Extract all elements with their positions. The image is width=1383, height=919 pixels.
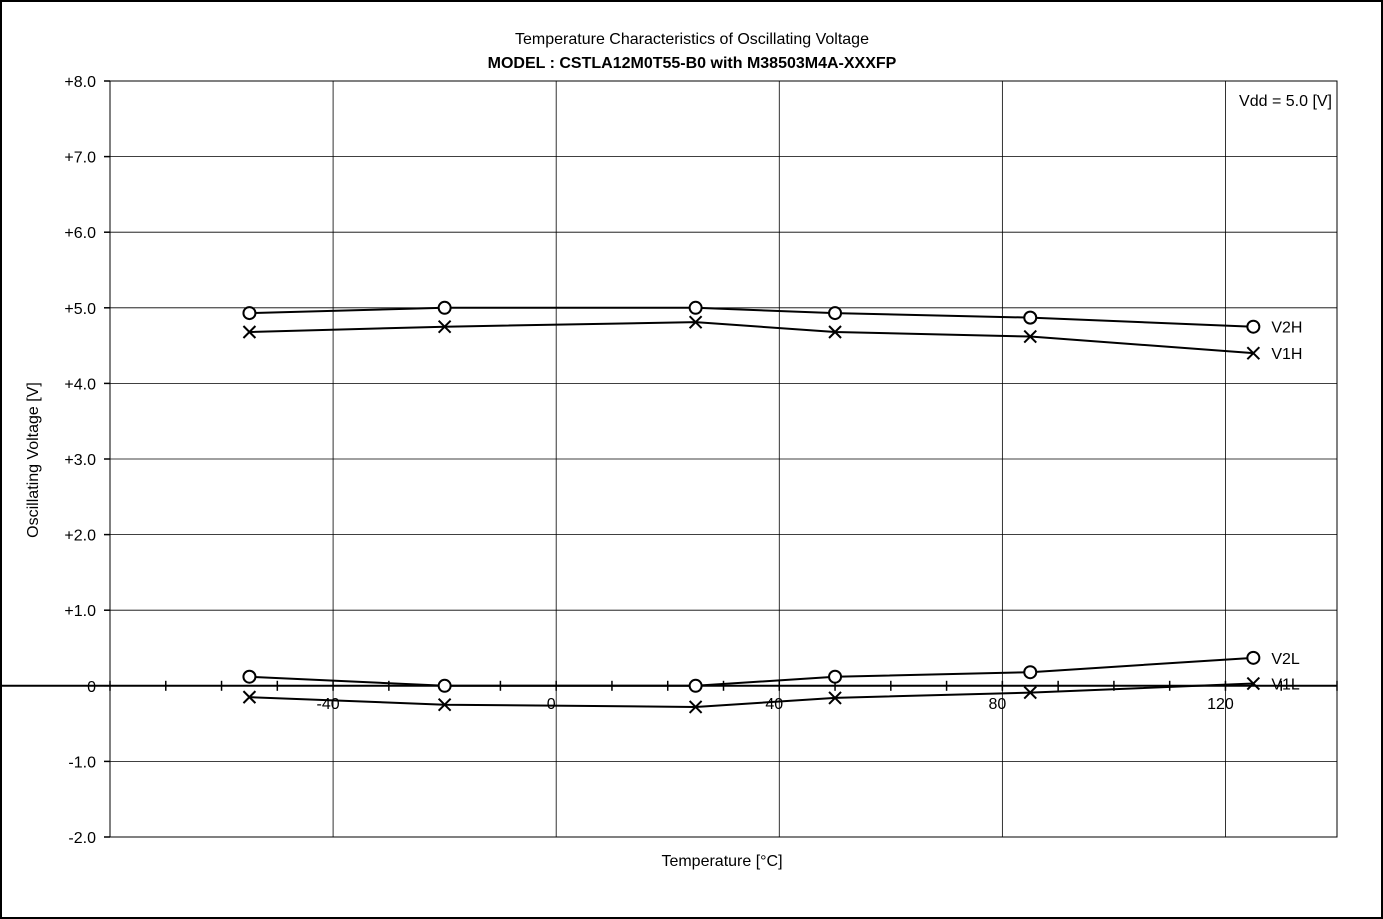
point-v2h <box>242 306 257 321</box>
y-tick-label: +1.0 <box>64 603 96 620</box>
series-line-v2l <box>249 656 1254 687</box>
point-v1l <box>242 690 257 704</box>
point-v2h <box>437 300 452 315</box>
y-tick-label: +6.0 <box>64 225 96 242</box>
point-v1l <box>437 697 452 712</box>
y-tick-label: +8.0 <box>64 74 96 91</box>
y-tick-label: +7.0 <box>64 150 96 167</box>
point-v2h <box>828 306 843 321</box>
chart-subtitle: MODEL : CSTLA12M0T55-B0 with M38503M4A-X… <box>488 55 897 72</box>
point-v2h <box>1246 319 1261 334</box>
x-tick-label: 80 <box>988 696 1006 713</box>
y-tick-label: -1.0 <box>68 754 96 771</box>
series-label-v1l: V1L <box>1271 677 1300 694</box>
y-tick-label: +3.0 <box>64 452 96 469</box>
plot-area: +8.0 +7.0 +6.0 +5.0 +4.0 +3.0 +2.0 +1.0 0 -1.0 -2.… <box>0 74 1338 847</box>
y-tick-label: +5.0 <box>64 301 96 318</box>
x-tick-label: 120 <box>1207 696 1234 713</box>
x-tick-label: 0 <box>547 696 556 713</box>
x-tick-label: 40 <box>765 696 783 713</box>
point-v2l <box>688 678 703 693</box>
point-v1h <box>437 319 452 334</box>
point-v1l <box>1246 676 1261 691</box>
vdd-annotation: Vdd = 5.0 [V] <box>1239 93 1332 110</box>
point-v1h <box>688 315 703 329</box>
y-tick-label: 0 <box>87 679 96 696</box>
point-v1h <box>242 325 257 339</box>
point-v2h <box>688 300 703 315</box>
point-v2l <box>1246 650 1261 665</box>
point-v2l <box>828 669 843 684</box>
x-tick-label: -40 <box>317 696 340 713</box>
point-v1l <box>1023 685 1037 700</box>
point-v2l <box>1023 665 1038 680</box>
point-v1h <box>828 325 842 339</box>
series-line-v2h <box>249 306 1254 328</box>
point-v1h <box>1023 329 1037 344</box>
series-label-v2h: V2H <box>1271 320 1302 337</box>
series-line-v1l <box>249 682 1254 708</box>
point-v1l <box>828 691 842 705</box>
y-tick-label: +2.0 <box>64 528 96 545</box>
series-label-v2l: V2L <box>1271 651 1300 668</box>
point-v2h <box>1023 310 1038 325</box>
y-tick-label: -2.0 <box>68 830 96 847</box>
y-tick-label: +4.0 <box>64 376 96 393</box>
point-v1l <box>688 700 703 714</box>
point-v2l <box>242 669 257 684</box>
series-label-v1h: V1H <box>1271 346 1302 363</box>
chart-title: Temperature Characteristics of Oscillati… <box>515 31 869 48</box>
point-v2l <box>437 678 452 693</box>
series-line-v1h <box>249 321 1254 355</box>
y-axis-label: Oscillating Voltage [V] <box>25 382 42 538</box>
x-axis-label: Temperature [°C] <box>661 853 782 870</box>
point-v1h <box>1246 346 1261 360</box>
